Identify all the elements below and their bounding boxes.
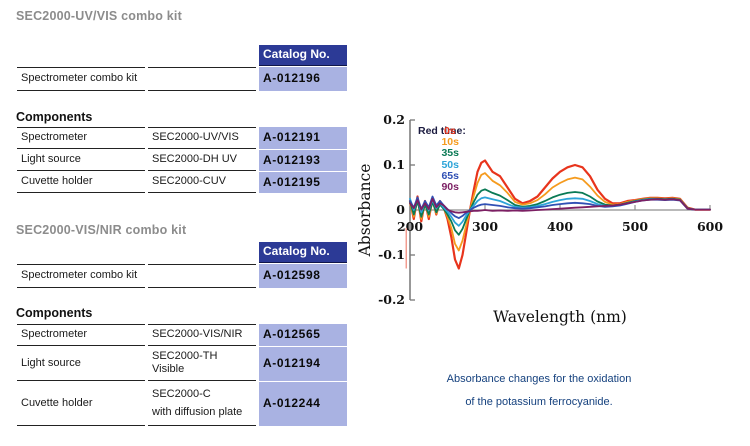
table-row: Spectrometer combo kit A-012196 (17, 67, 347, 91)
components-table-visnir: Spectrometer SEC2000-VIS/NIR A-012565 Li… (14, 323, 350, 427)
spacer-cell (148, 45, 256, 66)
table-row: Light source SEC2000-DH UV A-012193 (17, 150, 347, 171)
component-model-line1: SEC2000-C (152, 388, 211, 400)
component-label: Spectrometer (17, 127, 145, 149)
svg-text:Absorbance: Absorbance (358, 164, 374, 258)
svg-text:0s: 0s (444, 125, 456, 137)
component-model: SEC2000-VIS/NIR (148, 324, 256, 346)
component-model: SEC2000-CUV (148, 172, 256, 193)
kit-title-visnir: SEC2000-VIS/NIR combo kit (16, 223, 187, 237)
catalog-cell: A-012196 (259, 67, 347, 91)
svg-text:300: 300 (472, 219, 498, 234)
catalog-cell: A-012191 (259, 127, 347, 149)
caption-line1: Absorbance changes for the oxidation (446, 373, 632, 385)
catalog-header-cell: Catalog No. (259, 242, 347, 263)
catalog-cell: A-012598 (259, 264, 347, 288)
svg-text:500: 500 (622, 219, 648, 234)
table-row: Light source SEC2000-TH Visible A-012194 (17, 347, 347, 381)
chart-caption: Absorbance changes for the oxidation of … (369, 368, 709, 414)
spacer-cell (17, 45, 145, 66)
svg-text:90s: 90s (441, 181, 459, 193)
svg-text:600: 600 (697, 219, 723, 234)
component-model-line2: with diffusion plate (152, 406, 243, 418)
svg-text:200: 200 (397, 219, 423, 234)
catalog-cell: A-012565 (259, 324, 347, 346)
component-label: Light source (17, 347, 145, 381)
table-row: Cuvette holder SEC2000-C with diffusion … (17, 382, 347, 426)
combo-table-uvvis: Catalog No. Spectrometer combo kit A-012… (14, 44, 350, 92)
component-model: SEC2000-C with diffusion plate (148, 382, 256, 426)
table-row: Spectrometer SEC2000-VIS/NIR A-012565 (17, 324, 347, 346)
component-model: SEC2000-DH UV (148, 150, 256, 171)
table-row: Spectrometer combo kit A-012598 (17, 264, 347, 288)
combo-label: Spectrometer combo kit (17, 264, 145, 288)
spacer-cell (148, 67, 256, 91)
svg-text:400: 400 (547, 219, 573, 234)
svg-text:35s: 35s (441, 147, 459, 159)
table-row: Spectrometer SEC2000-UV/VIS A-012191 (17, 127, 347, 149)
component-model: SEC2000-UV/VIS (148, 127, 256, 149)
svg-text:0.1: 0.1 (383, 157, 405, 172)
svg-text:-0.1: -0.1 (378, 247, 405, 262)
component-model: SEC2000-TH Visible (148, 347, 256, 381)
catalog-cell: A-012194 (259, 347, 347, 381)
caption-line2: of the potassium ferrocyanide. (465, 396, 613, 408)
components-table-uvvis: Spectrometer SEC2000-UV/VIS A-012191 Lig… (14, 126, 350, 194)
spacer-cell (148, 242, 256, 263)
table-header-row: Catalog No. (17, 45, 347, 66)
component-label: Cuvette holder (17, 172, 145, 193)
combo-table-visnir: Catalog No. Spectrometer combo kit A-012… (14, 241, 350, 289)
component-label: Spectrometer (17, 324, 145, 346)
component-label: Light source (17, 150, 145, 171)
svg-text:-0.2: -0.2 (378, 292, 405, 307)
spacer-cell (148, 264, 256, 288)
table-header-row: Catalog No. (17, 242, 347, 263)
component-label: Cuvette holder (17, 382, 145, 426)
components-heading-uvvis: Components (16, 110, 93, 124)
catalog-cell: A-012244 (259, 382, 347, 426)
table-row: Cuvette holder SEC2000-CUV A-012195 (17, 172, 347, 193)
svg-text:10s: 10s (441, 136, 459, 148)
svg-text:Red time:: Red time: (418, 125, 466, 137)
svg-text:50s: 50s (441, 159, 459, 171)
svg-text:65s: 65s (441, 170, 459, 182)
absorbance-chart: -0.2 -0.1 0 0.1 0.2 200 300 400 500 600 Red time:0… (358, 112, 723, 326)
combo-label: Spectrometer combo kit (17, 67, 145, 91)
spacer-cell (17, 242, 145, 263)
components-heading-visnir: Components (16, 306, 93, 320)
catalog-cell: A-012193 (259, 150, 347, 171)
catalog-cell: A-012195 (259, 172, 347, 193)
catalog-header-cell: Catalog No. (259, 45, 347, 66)
svg-text:0: 0 (396, 202, 405, 217)
kit-title-uvvis: SEC2000-UV/VIS combo kit (16, 9, 182, 23)
svg-text:0.2: 0.2 (383, 112, 405, 127)
svg-text:Wavelength (nm): Wavelength (nm) (493, 308, 627, 326)
